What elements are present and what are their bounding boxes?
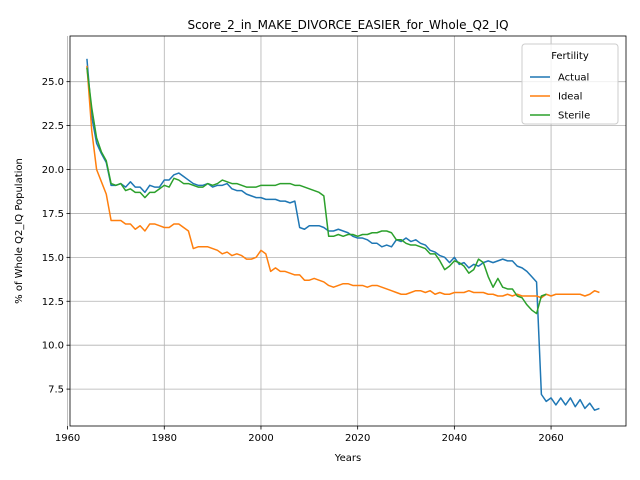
- legend-label-ideal: Ideal: [558, 92, 582, 103]
- y-tick-label: 12.5: [42, 297, 64, 308]
- x-axis-label: Years: [334, 453, 361, 464]
- y-tick-label: 15.0: [42, 253, 64, 264]
- legend-label-actual: Actual: [558, 73, 589, 84]
- y-tick-label: 10.0: [42, 341, 64, 352]
- x-tick-label: 2060: [538, 433, 563, 444]
- grid: [67, 36, 626, 426]
- x-tick-label: 1980: [152, 433, 177, 444]
- chart-title: Score_2_in_MAKE_DIVORCE_EASIER_for_Whole…: [187, 18, 508, 32]
- y-axis-label: % of Whole Q2_IQ Population: [14, 158, 25, 304]
- y-tick-label: 17.5: [42, 209, 64, 220]
- x-tick-label: 2020: [345, 433, 370, 444]
- x-tick-label: 1960: [55, 433, 80, 444]
- plot-frame: [69, 35, 627, 427]
- series-line-sterile: [86, 67, 547, 315]
- y-axis-ticks: 7.5 10.0 12.5 15.0 17.5 20.0 22.5 25.0: [42, 77, 70, 396]
- x-axis-ticks: 1960 1980 2000 2020 2040 2060: [55, 426, 564, 444]
- y-tick-label: 25.0: [42, 77, 64, 88]
- y-tick-label: 20.0: [42, 165, 64, 176]
- x-tick-label: 2000: [248, 433, 273, 444]
- legend: Fertility Actual Ideal Sterile: [521, 43, 619, 125]
- series-lines: [86, 58, 600, 411]
- x-tick-label: 2040: [442, 433, 467, 444]
- legend-box: [521, 43, 619, 125]
- series-line-ideal: [86, 65, 600, 299]
- y-tick-label: 7.5: [48, 385, 64, 396]
- y-tick-label: 22.5: [42, 121, 64, 132]
- legend-items: Actual Ideal Sterile: [530, 73, 590, 122]
- legend-label-sterile: Sterile: [558, 111, 590, 122]
- legend-title: Fertility: [551, 51, 589, 62]
- series-line-actual: [86, 58, 600, 411]
